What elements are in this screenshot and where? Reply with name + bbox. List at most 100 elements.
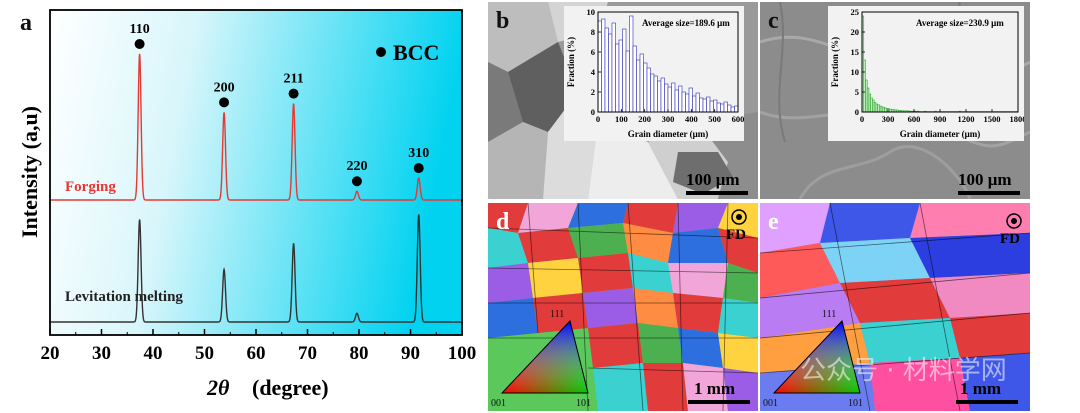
x-tick-label: 40 xyxy=(144,343,163,364)
y-axis-label: Intensity (a,u) xyxy=(17,106,42,238)
hist-bar xyxy=(727,104,732,113)
hist-bar xyxy=(678,85,683,113)
hist-x-tick-label: 300 xyxy=(882,114,895,124)
panel-d-ebsd: d FD 111 001 101 1 mm xyxy=(488,203,758,411)
panel-d-letter: d xyxy=(496,209,510,235)
hist-bar xyxy=(604,27,609,113)
hist-x-tick-label: 0 xyxy=(596,114,600,124)
peak-marker-110 xyxy=(134,39,145,49)
hist-bar xyxy=(699,97,704,113)
hist-bar xyxy=(650,73,655,113)
hist-y-tick-label: 6 xyxy=(591,47,595,57)
xrd-curve-forging xyxy=(50,53,462,201)
hist-bar xyxy=(695,92,700,113)
x-tick-label: 30 xyxy=(92,343,111,364)
hist-x-tick-label: 900 xyxy=(934,114,947,124)
hist-bar xyxy=(615,43,620,113)
ipf-e-001: 001 xyxy=(763,398,778,409)
x-tick-label: 20 xyxy=(41,343,60,364)
peak-marker-310 xyxy=(413,163,424,174)
panel-c-letter: c xyxy=(768,8,779,34)
hist-bar xyxy=(643,62,648,113)
hist-bar xyxy=(706,96,711,113)
hist-c-ylabel: Fraction (%) xyxy=(830,37,840,87)
hist-y-tick-label: 0 xyxy=(855,107,859,117)
ipf-legend-d xyxy=(500,319,589,394)
ebsd-map-e xyxy=(760,203,1030,411)
hist-y-tick-label: 10 xyxy=(851,67,860,77)
ipf-d-001: 001 xyxy=(491,398,506,409)
hist-bar xyxy=(601,18,606,113)
x-tick-label: 80 xyxy=(350,343,369,364)
hist-bar xyxy=(636,59,641,113)
ipf-d-101: 101 xyxy=(576,398,591,409)
histogram-b: 0 100 200 300 400 500 600 0 2 4 6 8 10 Average size=… xyxy=(564,6,744,141)
hist-c-xlabel: Grain diameter (μm) xyxy=(900,129,980,139)
hist-bar xyxy=(709,100,714,113)
hist-bar xyxy=(681,91,686,113)
watermark-text: 公众号 · 材料学网 xyxy=(800,356,1007,386)
hist-bar xyxy=(608,33,613,113)
hist-bar xyxy=(629,15,634,113)
hist-x-tick-label: 600 xyxy=(908,114,921,124)
hist-bar xyxy=(611,22,616,113)
hist-x-tick-label: 500 xyxy=(708,114,721,124)
sample-label-levitation: Levitation melting xyxy=(65,289,183,305)
x-tick-label: 70 xyxy=(298,343,317,364)
ipf-d-111: 111 xyxy=(550,309,565,320)
scale-bar-c xyxy=(958,191,1020,195)
scale-bar-d-label: 1 mm xyxy=(694,379,736,398)
ipf-e-111: 111 xyxy=(822,309,837,320)
x-tick-label: 100 xyxy=(448,343,477,364)
legend-marker xyxy=(376,47,386,57)
ipf-e-101: 101 xyxy=(848,398,863,409)
scale-bar-b-label: 100 μm xyxy=(686,170,740,189)
hist-b-xlabel: Grain diameter (μm) xyxy=(628,129,708,139)
hist-bar xyxy=(660,77,665,113)
hist-bar xyxy=(730,106,735,113)
hist-bar xyxy=(625,50,630,113)
hist-bar xyxy=(685,93,690,113)
peak-label-110: 110 xyxy=(129,22,149,37)
panel-b-letter: b xyxy=(496,8,510,34)
hist-b-avg: Average size=189.6 μm xyxy=(642,18,730,28)
hist-bar xyxy=(646,67,651,113)
plot-frame xyxy=(49,9,463,336)
panel-b-sem: b 0 100 200 300 400 500 600 0 2 4 6 8 10 Average siz… xyxy=(488,2,758,199)
hist-bar xyxy=(674,89,679,113)
panel-a-xrd: 110 200 211 220 310 20 30 40 50 60 70 80 90 100 a BC… xyxy=(0,0,478,413)
hist-bar xyxy=(653,75,658,113)
hist-bar xyxy=(713,99,718,113)
hist-bar xyxy=(702,98,707,113)
hist-bar xyxy=(734,105,739,113)
hist-y-tick-label: 2 xyxy=(591,87,595,97)
hist-bar xyxy=(716,102,721,113)
hist-bar xyxy=(639,53,644,113)
hist-y-tick-label: 0 xyxy=(591,107,595,117)
hist-bar xyxy=(671,82,676,113)
scale-bar-c-label: 100 μm xyxy=(958,170,1012,189)
xrd-chart: 110 200 211 220 310 20 30 40 50 60 70 80 90 100 a BC… xyxy=(17,9,477,400)
hist-y-tick-label: 8 xyxy=(591,27,595,37)
panel-e-letter: e xyxy=(768,209,779,235)
hist-x-tick-label: 600 xyxy=(732,114,744,124)
hist-y-tick-label: 20 xyxy=(851,27,860,37)
hist-bar xyxy=(597,20,602,113)
hist-bar xyxy=(692,95,697,113)
hist-x-tick-label: 1200 xyxy=(958,114,975,124)
fd-symbol-d xyxy=(731,209,747,225)
hist-bar xyxy=(657,80,662,113)
plot-background xyxy=(50,10,462,335)
sample-label-forging: Forging xyxy=(65,179,116,195)
x-tick-label: 60 xyxy=(247,343,266,364)
hist-bar xyxy=(632,45,637,113)
peak-label-211: 211 xyxy=(283,72,303,87)
panel-e-ebsd: e FD 111 001 101 1 mm xyxy=(760,203,1030,411)
hist-bar xyxy=(622,28,627,113)
hist-y-tick-label: 4 xyxy=(591,67,596,77)
peak-marker-220 xyxy=(351,176,362,187)
fd-symbol-e xyxy=(1006,213,1022,229)
hist-y-tick-label: 10 xyxy=(587,7,596,17)
